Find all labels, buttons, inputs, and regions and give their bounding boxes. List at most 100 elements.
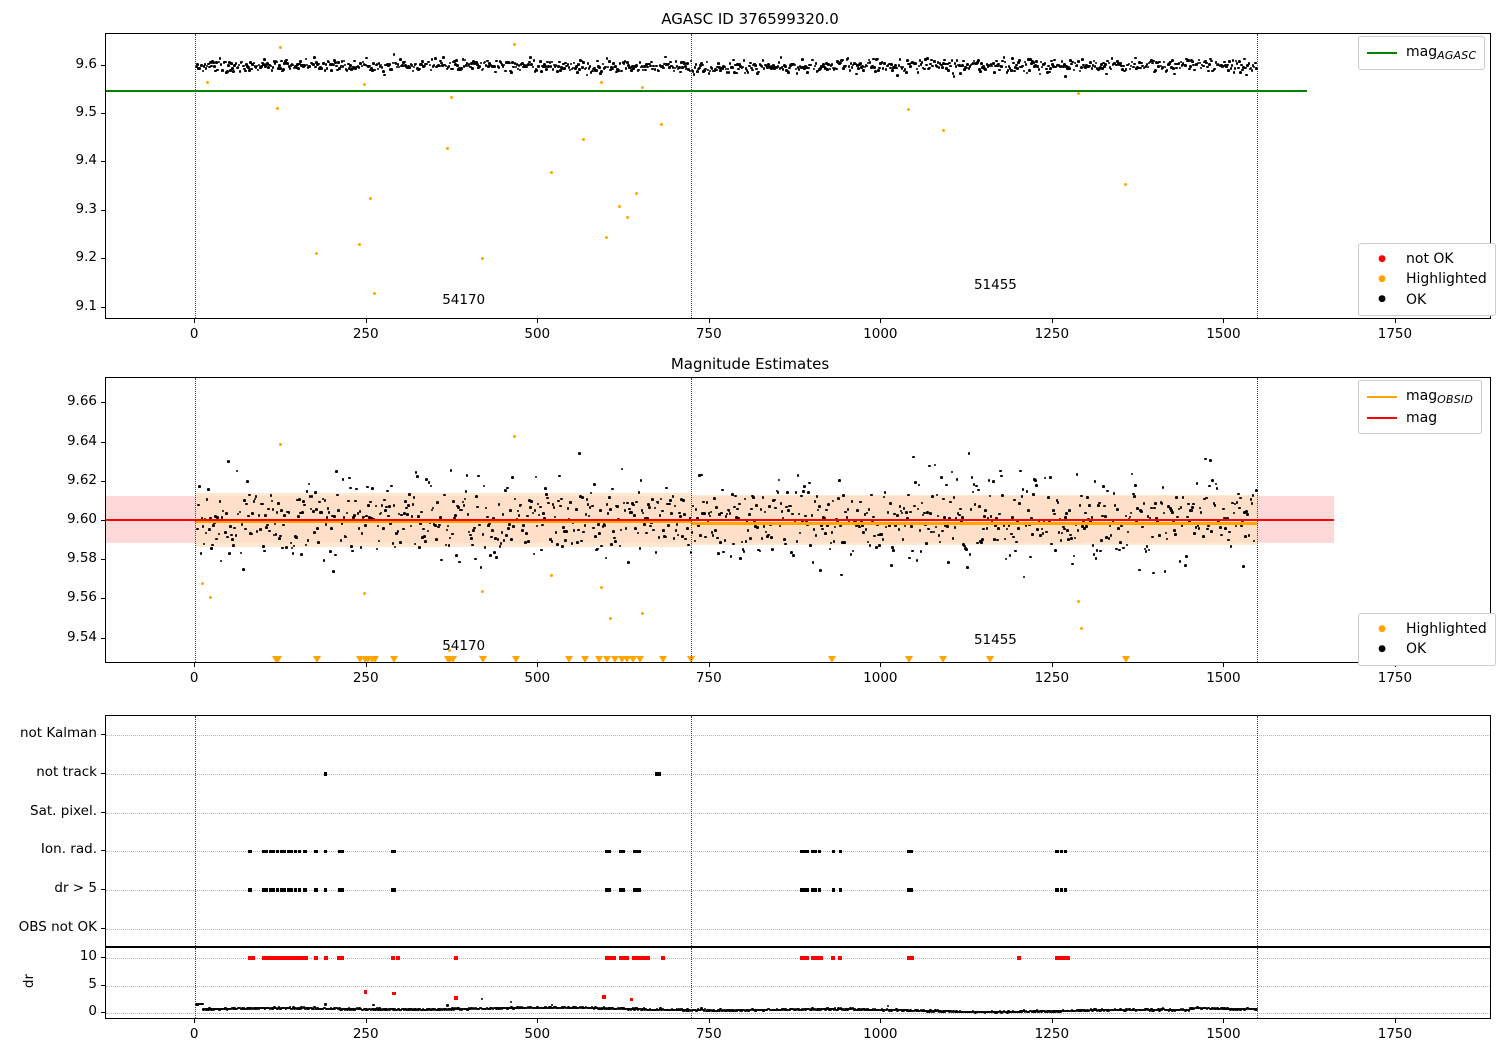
ok-point — [939, 63, 943, 67]
ok-point — [601, 62, 605, 66]
ok-point — [316, 527, 319, 530]
not-ok-marker — [635, 955, 640, 960]
ok-point — [743, 497, 747, 501]
ok-point — [828, 547, 832, 551]
ok-point — [386, 62, 389, 66]
ok-point — [804, 514, 807, 518]
ok-point — [643, 68, 647, 72]
ok-point — [758, 63, 762, 66]
clipped-marker — [827, 656, 836, 662]
ok-point — [617, 69, 621, 72]
not-ok-marker — [906, 955, 911, 960]
ok-point — [546, 60, 549, 64]
ok-point — [585, 73, 589, 77]
ok-point — [1065, 512, 1068, 515]
ok-point — [1082, 63, 1085, 67]
ok-point — [722, 550, 726, 554]
ok-point — [515, 62, 519, 66]
ok-point — [910, 524, 913, 528]
ok-point — [744, 67, 748, 71]
ok-point — [754, 525, 757, 528]
clipped-marker — [623, 656, 632, 662]
clipped-marker — [617, 656, 626, 662]
ok-point — [1012, 535, 1015, 539]
ok-point — [1007, 524, 1011, 527]
ok-point — [856, 509, 859, 512]
ok-point — [1186, 515, 1189, 519]
ok-point — [308, 495, 312, 498]
ok-point — [887, 62, 891, 66]
ok-point — [419, 522, 422, 525]
flag-marker — [1059, 849, 1063, 853]
ok-point — [315, 507, 318, 511]
ok-point — [604, 556, 608, 560]
ok-point — [420, 510, 423, 514]
ok-point — [411, 503, 415, 506]
ok-point — [568, 68, 572, 72]
ok-point — [1120, 524, 1123, 528]
ok-point — [1183, 64, 1187, 67]
ok-point — [254, 66, 258, 69]
ok-point — [226, 69, 229, 73]
ok-point — [955, 478, 959, 481]
ok-point — [554, 531, 558, 534]
ok-point — [1099, 549, 1102, 553]
ok-point — [845, 516, 849, 519]
ok-point — [1191, 60, 1194, 64]
ok-point — [221, 68, 225, 72]
ok-point — [503, 488, 507, 492]
ok-point — [547, 501, 551, 505]
ok-point — [922, 511, 926, 515]
flag-gridline — [106, 890, 1490, 891]
flag-marker — [271, 888, 275, 892]
ok-point — [1158, 534, 1162, 538]
ok-point — [922, 67, 926, 71]
ok-point — [458, 560, 461, 564]
ok-point — [627, 561, 630, 564]
ok-point — [1218, 64, 1222, 68]
ok-point — [1228, 530, 1232, 534]
ok-point — [1158, 60, 1162, 64]
ok-point — [1140, 510, 1143, 514]
highlighted-point — [279, 46, 283, 50]
ok-point — [726, 67, 730, 71]
ok-point — [1174, 533, 1177, 536]
ok-point — [834, 67, 838, 71]
ok-point — [474, 557, 477, 561]
dr-outlier — [446, 1004, 449, 1007]
ok-point — [1005, 71, 1009, 74]
not-ok-marker — [340, 955, 345, 960]
ok-point — [701, 512, 704, 515]
ok-point — [1134, 56, 1137, 60]
ok-point — [1142, 502, 1146, 505]
ok-point — [270, 68, 274, 72]
ok-point — [275, 511, 279, 514]
ok-point — [1048, 70, 1051, 74]
ok-point — [737, 67, 740, 71]
ok-point — [963, 68, 966, 71]
ok-point — [799, 65, 803, 69]
ok-point — [231, 67, 234, 70]
ok-point — [695, 69, 699, 73]
ok-point — [1030, 62, 1033, 66]
ok-point — [1143, 547, 1147, 551]
ok-point — [577, 528, 580, 532]
ok-point — [652, 528, 656, 532]
ok-point — [675, 65, 679, 68]
ok-point — [903, 524, 907, 528]
flag-marker — [262, 849, 266, 853]
ok-point — [383, 73, 386, 77]
not-ok-marker — [909, 955, 914, 960]
ok-point — [649, 64, 652, 68]
ok-point — [1169, 60, 1172, 64]
ok-point — [287, 511, 291, 514]
ok-point — [517, 64, 521, 67]
ok-point — [497, 66, 501, 69]
ok-point — [212, 523, 215, 527]
legend-line-swatch — [1367, 416, 1397, 419]
ok-point — [1002, 56, 1006, 60]
ok-point — [980, 541, 983, 544]
ok-point — [1162, 60, 1166, 64]
clipped-marker — [312, 656, 321, 662]
ok-point — [1024, 524, 1028, 527]
